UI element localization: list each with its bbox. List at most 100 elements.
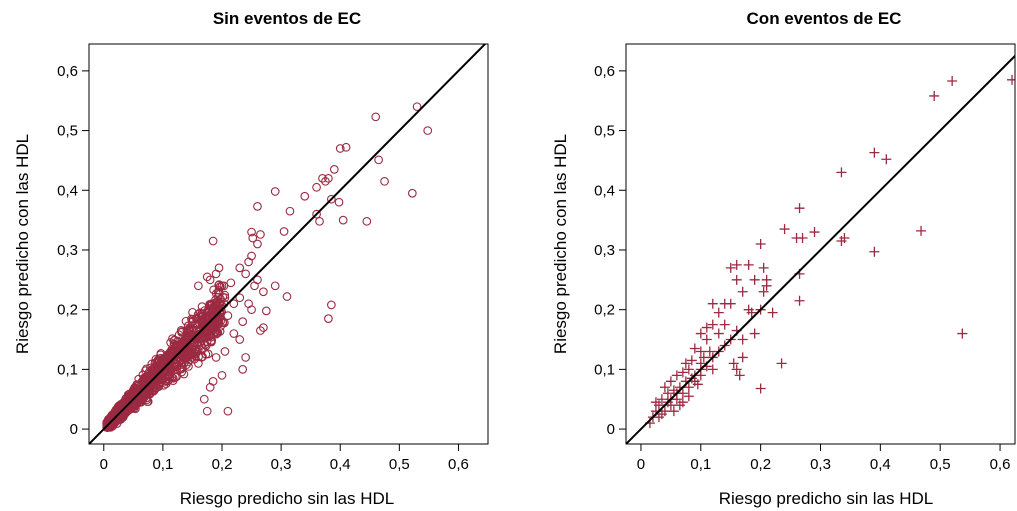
data-point xyxy=(315,216,324,226)
data-point xyxy=(229,299,239,309)
data-point xyxy=(206,332,216,342)
data-point xyxy=(241,353,250,362)
x-tick-label: 0,6 xyxy=(990,456,1011,473)
data-point xyxy=(707,364,718,375)
data-point xyxy=(707,319,718,330)
data-point xyxy=(247,305,256,315)
data-point xyxy=(235,293,245,303)
data-point xyxy=(701,322,712,333)
x-tick-label: 0,5 xyxy=(930,456,951,473)
data-point xyxy=(214,289,224,299)
y-tick-label: 0,3 xyxy=(594,242,615,259)
y-tick-label: 0 xyxy=(607,421,615,438)
data-point xyxy=(869,147,880,158)
data-point xyxy=(318,173,327,183)
data-point xyxy=(212,327,222,337)
panel-sin-eventos: Sin eventos de EC Riesgo predicho sin la… xyxy=(13,9,489,508)
data-point xyxy=(102,422,112,431)
data-point xyxy=(183,327,193,337)
data-point xyxy=(109,415,119,424)
data-point xyxy=(208,236,218,246)
x-tick-label: 0,6 xyxy=(448,456,469,473)
data-point xyxy=(250,281,259,291)
data-point xyxy=(749,274,760,285)
data-point xyxy=(809,227,820,238)
data-point xyxy=(749,328,760,339)
data-point xyxy=(202,406,212,416)
data-point xyxy=(226,278,236,288)
data-point xyxy=(253,239,262,249)
data-point xyxy=(335,144,345,153)
data-point xyxy=(168,334,177,343)
data-point xyxy=(169,363,179,373)
data-point xyxy=(776,358,787,369)
data-point xyxy=(205,382,215,392)
data-point xyxy=(731,364,742,375)
data-point xyxy=(779,224,790,235)
data-point xyxy=(198,352,207,362)
data-point xyxy=(881,154,892,165)
data-point xyxy=(177,367,187,377)
data-point xyxy=(214,263,224,273)
panel-con-eventos: Con eventos de EC Riesgo predicho sin la… xyxy=(551,9,1016,508)
data-point xyxy=(119,412,128,422)
x-tick-label: 0,1 xyxy=(690,456,711,473)
y-tick-label: 0,4 xyxy=(57,182,78,199)
data-point xyxy=(341,142,351,152)
data-point xyxy=(235,263,245,273)
data-point xyxy=(161,355,171,365)
plot-frame xyxy=(88,43,489,445)
data-point xyxy=(746,307,757,318)
data-point xyxy=(656,409,667,420)
data-point xyxy=(133,392,142,401)
x-tick-label: 0,4 xyxy=(330,456,351,473)
y-tick-label: 0 xyxy=(70,421,78,438)
x-tick-label: 0 xyxy=(637,456,645,473)
data-point xyxy=(194,352,203,362)
data-point xyxy=(683,382,694,393)
data-point xyxy=(797,233,808,244)
data-point xyxy=(197,302,207,311)
data-point xyxy=(248,233,258,243)
data-point xyxy=(143,385,153,395)
data-point xyxy=(713,328,724,339)
data-point xyxy=(677,367,688,378)
data-point xyxy=(321,176,330,186)
data-point xyxy=(329,165,339,174)
data-point xyxy=(423,126,433,135)
data-point xyxy=(737,334,748,345)
data-point xyxy=(916,225,927,236)
data-point xyxy=(156,353,165,363)
data-point xyxy=(201,314,210,324)
panel-title: Con eventos de EC xyxy=(747,9,902,28)
data-point xyxy=(929,90,940,101)
y-tick-label: 0,6 xyxy=(594,63,615,80)
data-point xyxy=(144,368,154,377)
data-point xyxy=(794,203,805,214)
y-tick-label: 0,1 xyxy=(594,361,615,378)
data-point xyxy=(217,370,227,380)
data-point xyxy=(253,202,262,211)
y-tick-label: 0,5 xyxy=(594,123,615,140)
data-point xyxy=(194,281,203,291)
data-point xyxy=(656,394,667,405)
data-point xyxy=(767,307,778,318)
data-point xyxy=(324,173,333,183)
data-point xyxy=(662,388,673,399)
data-point xyxy=(220,290,230,300)
data-point xyxy=(214,319,223,329)
data-point xyxy=(1007,74,1015,85)
data-point xyxy=(204,307,214,316)
data-point xyxy=(362,216,372,226)
data-point xyxy=(713,307,724,318)
data-point xyxy=(154,362,164,372)
data-point xyxy=(223,406,233,416)
data-point xyxy=(185,355,195,365)
data-point xyxy=(683,364,694,375)
data-point xyxy=(324,314,333,323)
data-point xyxy=(165,373,175,382)
data-point xyxy=(130,383,140,392)
data-point xyxy=(256,326,265,335)
data-point xyxy=(698,352,709,363)
